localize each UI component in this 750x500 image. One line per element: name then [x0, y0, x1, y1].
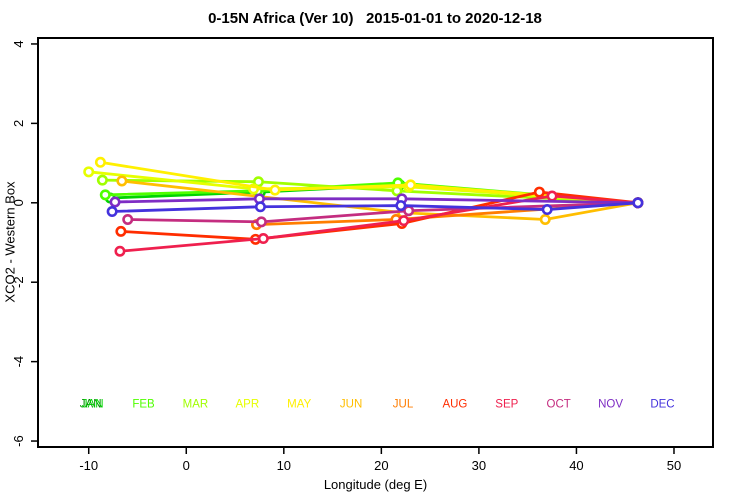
- data-point-mar: [252, 176, 264, 188]
- data-point-may: [405, 179, 417, 191]
- x-tick-label: 20: [374, 458, 388, 473]
- x-tick-label: 40: [569, 458, 583, 473]
- legend-label-aug: AUG: [442, 398, 467, 410]
- data-point-dec: [632, 197, 644, 209]
- y-tick-label: -4: [11, 356, 26, 368]
- x-tick-label: -10: [79, 458, 98, 473]
- data-point-sep: [257, 233, 269, 245]
- data-point-mar: [96, 174, 108, 186]
- y-tick-label: -2: [11, 276, 26, 288]
- legend-label-jul: JUL: [393, 398, 414, 410]
- y-tick-label: 2: [11, 120, 26, 127]
- legend-label-dec: DEC: [650, 398, 674, 410]
- data-point-dec: [541, 204, 553, 216]
- data-point-may: [269, 184, 281, 196]
- legend-label-jun: JUN: [340, 398, 362, 410]
- legend-label-mar: MAR: [183, 398, 209, 410]
- chart-title: 0-15N Africa (Ver 10) 2015-01-01 to 2020…: [208, 10, 542, 27]
- data-point-jun: [116, 175, 128, 187]
- legend-label-may: MAY: [287, 398, 311, 410]
- y-tick-label: 0: [11, 199, 26, 206]
- data-point-oct: [255, 216, 267, 228]
- legend-label-jan: JAN: [82, 398, 104, 410]
- data-point-sep: [398, 215, 410, 227]
- series-line-oct: [126, 201, 640, 224]
- x-tick-label: 10: [277, 458, 291, 473]
- legend-label-apr: APR: [235, 398, 259, 410]
- data-point-sep: [114, 245, 126, 257]
- data-point-dec: [254, 201, 266, 213]
- x-tick-label: 50: [667, 458, 681, 473]
- data-point-oct: [122, 213, 134, 225]
- data-point-aug: [533, 186, 545, 198]
- data-point-aug: [115, 225, 127, 237]
- data-point-jun: [539, 213, 551, 225]
- legend-label-jan-overprint: JAN: [80, 398, 102, 410]
- data-point-feb: [99, 189, 111, 201]
- plot-box: [37, 37, 714, 448]
- series-line-nov: [113, 197, 640, 205]
- legend-label-sep: SEP: [495, 398, 518, 410]
- data-point-apr: [83, 166, 95, 178]
- data-point-may: [94, 156, 106, 168]
- y-tick-label: -6: [11, 435, 26, 447]
- legend-label-nov: NOV: [598, 398, 623, 410]
- legend-label-oct: OCT: [547, 398, 571, 410]
- series-line-may: [99, 160, 640, 205]
- data-point-nov: [109, 196, 121, 208]
- data-point-dec: [395, 200, 407, 212]
- x-tick-label: 30: [472, 458, 486, 473]
- data-point-dec: [106, 206, 118, 218]
- legend-label-feb: FEB: [132, 398, 155, 410]
- x-axis-title: Longitude (deg E): [323, 477, 428, 492]
- x-tick-label: 0: [183, 458, 190, 473]
- data-point-sep: [546, 190, 558, 202]
- y-tick-label: 4: [11, 40, 26, 47]
